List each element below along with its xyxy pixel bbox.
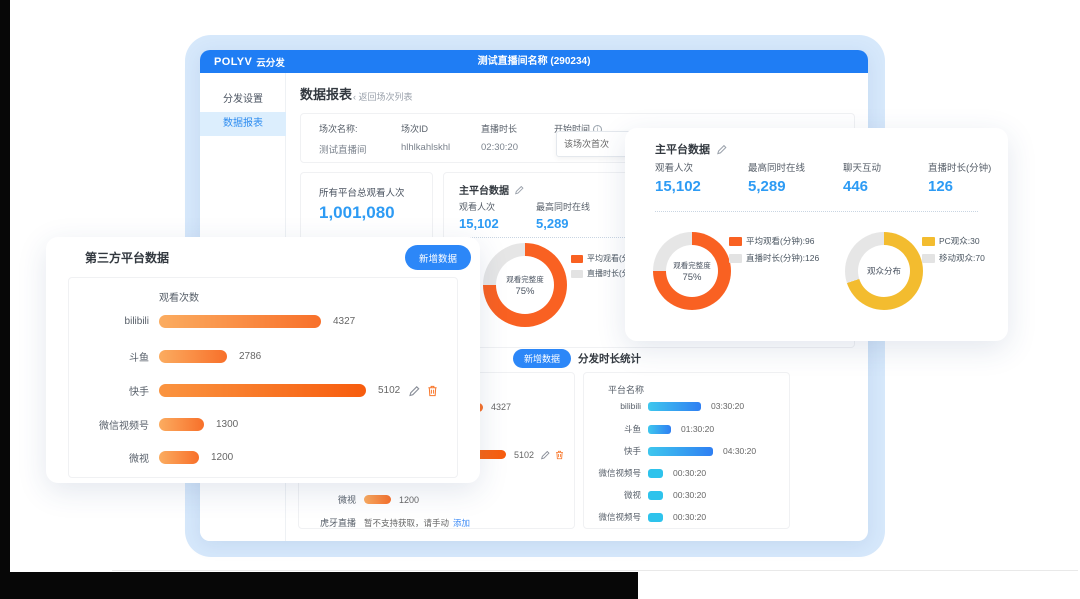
live-duration-label: 直播时长 (481, 124, 518, 134)
room-title: 测试直播间名称 (290234) (477, 56, 591, 67)
stat-chat: 聊天互动 446 (843, 163, 882, 195)
bar (159, 384, 366, 397)
views-row-weishi: 微视 1200 (129, 451, 234, 465)
add-data-button[interactable]: 新增数据 (405, 245, 471, 270)
bottom-black-bar (0, 572, 638, 599)
dotted-divider (655, 211, 978, 212)
completeness-donut: 观看完整度 75% (653, 232, 731, 310)
duration-stats-panel: 平台名称 bilibili 03:30:20 斗鱼 01:30:20 快手 04… (583, 372, 790, 529)
stat-peak-online: 最高同时在线 5,289 (748, 163, 806, 195)
bar (159, 451, 199, 464)
session-id-field: 场次ID hlhlkahlskhl (401, 122, 450, 153)
duration-row-kuaishou: 快手 04:30:20 (623, 446, 757, 456)
audience-donut-label: 观众分布 (866, 266, 901, 276)
bar (648, 401, 701, 411)
duration-section-title: 分发时长统计 (578, 353, 641, 365)
total-views-value: 1,001,080 (319, 203, 395, 222)
completeness-donut-value: 75% (515, 285, 535, 297)
bar (648, 468, 663, 478)
duration-row-bilibili: bilibili 03:30:20 (620, 401, 745, 411)
manual-add-link[interactable]: 添加 (453, 517, 471, 528)
logo-suffix-text: 云分发 (256, 57, 285, 69)
brand-logo: POLYV 云分发 (214, 50, 285, 73)
views-chart-panel: 观看次数 bilibili 4327 斗鱼 2786 快手 5102 微信视频号 (68, 277, 458, 478)
bar (159, 315, 321, 328)
legend-mobile: 移动观众:70 (922, 252, 985, 264)
stat-views-bg: 观看人次 15,102 (459, 202, 499, 231)
completeness-donut-value: 75% (682, 271, 702, 283)
views-row-wechat-channels: 微信视频号 1300 (99, 418, 239, 432)
total-views-label: 所有平台总观看人次 (319, 188, 405, 199)
third-party-data-card: 第三方平台数据 新增数据 观看次数 bilibili 4327 斗鱼 2786 … (46, 237, 480, 483)
back-to-session-list-link[interactable]: ‹ 返回场次列表 (353, 92, 413, 102)
bar (648, 490, 663, 500)
views-row-kuaishou: 快手 5102 (81, 383, 438, 398)
sidebar-item-distribution-settings[interactable]: 分发设置 (223, 94, 263, 105)
delete-icon[interactable] (555, 450, 564, 460)
delete-icon[interactable] (427, 385, 438, 397)
legend-live-duration-bg: 直播时长(分钟):126 (571, 268, 656, 279)
sidebar-item-data-report[interactable]: 数据报表 (200, 112, 286, 136)
edit-icon[interactable] (514, 185, 524, 195)
left-black-edge (0, 0, 10, 599)
completeness-donut-label: 观看完整度 (673, 260, 711, 270)
edit-icon[interactable] (716, 144, 727, 155)
legend-avg-watch: 平均观看(分钟):96 (729, 235, 814, 247)
duration-row-douyu: 斗鱼 01:30:20 (623, 424, 715, 434)
session-id-label: 场次ID (401, 124, 429, 134)
main-platform-data-card: 主平台数据 观看人次 15,102 最高同时在线 5,289 聊天互动 446 … (625, 128, 1008, 341)
bar (648, 512, 663, 522)
session-name-value: 测试直播间 (319, 145, 367, 156)
views-row-weishi-bg: 微视 1200 (337, 494, 420, 506)
live-duration-value: 02:30:20 (481, 142, 518, 153)
bar (648, 424, 671, 434)
duration-row-weishi: 微视 00:30:20 (623, 490, 707, 500)
duration-row-wechat-channels: 微信视频号 00:30:20 (598, 468, 707, 478)
audience-donut: 观众分布 (845, 232, 923, 310)
app-header: POLYV 云分发 测试直播间名称 (290234) (200, 50, 868, 73)
stat-views: 观看人次 15,102 (655, 163, 701, 195)
session-id-value: hlhlkahlskhl (401, 142, 451, 153)
main-platform-title-bg: 主平台数据 (459, 182, 524, 197)
bar (159, 350, 227, 363)
stat-duration: 直播时长(分钟) 126 (928, 163, 992, 195)
legend-avg-watch-bg: 平均观看(分钟):96 (571, 253, 651, 264)
legend-pc: PC观众:30 (922, 235, 980, 247)
main-platform-title: 主平台数据 (655, 141, 727, 157)
bar (159, 418, 204, 431)
stat-peak-online-bg: 最高同时在线 5,289 (536, 202, 591, 231)
bar (364, 495, 391, 504)
legend-live-duration: 直播时长(分钟):126 (729, 252, 819, 264)
views-row-huya: 虎牙直播 暂不支持获取，请手动 添加 (319, 517, 471, 529)
duration-row-wechat-channels-2: 微信视频号 00:30:20 (598, 512, 707, 522)
session-name-label: 场次名称: (319, 124, 358, 134)
session-name-field: 场次名称: 测试直播间 (319, 122, 367, 156)
completeness-donut-label: 观看完整度 (506, 274, 544, 284)
platform-name-header: 平台名称 (608, 385, 645, 395)
bar (648, 446, 713, 456)
edit-icon[interactable] (540, 450, 550, 460)
add-data-button[interactable]: 新增数据 (513, 349, 571, 368)
views-row-bilibili: bilibili 4327 (124, 315, 356, 328)
third-party-title: 第三方平台数据 (85, 251, 170, 265)
views-chart-header: 观看次数 (159, 293, 199, 304)
logo-text: POLYV (214, 55, 253, 68)
views-row-douyu: 斗鱼 2786 (129, 350, 262, 364)
live-duration-field: 直播时长 02:30:20 (481, 122, 518, 153)
page-title: 数据报表 (300, 87, 353, 102)
completeness-donut-bg: 观看完整度 75% (483, 243, 567, 327)
page-divider-line (112, 570, 1078, 571)
edit-icon[interactable] (408, 385, 420, 397)
